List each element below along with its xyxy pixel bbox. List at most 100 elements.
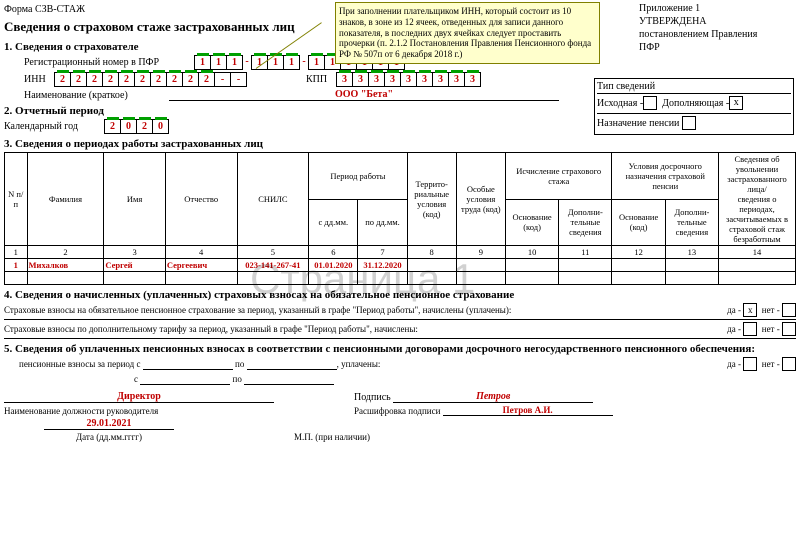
- digit-cell: 1: [283, 55, 300, 70]
- checkbox-da3[interactable]: [743, 357, 757, 371]
- checkbox-ish[interactable]: [643, 96, 657, 110]
- colnum: 8: [407, 246, 456, 259]
- checkbox-naz[interactable]: [682, 116, 696, 130]
- colnum: 2: [27, 246, 104, 259]
- typebox-dop: Дополняющая -: [662, 98, 729, 109]
- digit-cell: 3: [368, 72, 385, 87]
- cell-im: Сергей: [104, 259, 165, 272]
- field-to1[interactable]: [247, 358, 337, 370]
- digit-cell: 1: [210, 55, 227, 70]
- section3-heading: 3. Сведения о периодах работы застрахова…: [4, 138, 796, 150]
- th-isch: Исчисление страхового стажа: [505, 153, 612, 200]
- position-value: Директор: [4, 391, 274, 403]
- callout-note: При заполнении плательщиком ИНН, который…: [335, 2, 600, 64]
- colnum: 14: [719, 246, 796, 259]
- s4-line1: Страховые взносы на обязательное пенсион…: [4, 305, 727, 315]
- digit-cell: 2: [104, 119, 121, 134]
- year-cells: 2020: [104, 119, 168, 134]
- name-label: Наименование (краткое): [24, 90, 169, 101]
- colnum: 7: [358, 246, 407, 259]
- colnum: 13: [665, 246, 718, 259]
- label-da2: да -: [727, 324, 741, 334]
- label-net3: нет -: [762, 359, 780, 369]
- checkbox-net1[interactable]: [782, 303, 796, 317]
- colnum: 1: [5, 246, 28, 259]
- date-value: 29.01.2021: [44, 418, 174, 430]
- th-terr: Террито-риальные условия (код): [407, 153, 456, 246]
- digit-cell: 3: [400, 72, 417, 87]
- position-label: Наименование должности руководителя: [4, 406, 274, 416]
- cell-snils: 023-141-267-41: [237, 259, 309, 272]
- digit-cell: 1: [194, 55, 211, 70]
- attachment-by: постановлением Правления: [639, 28, 794, 41]
- digit-cell: 3: [352, 72, 369, 87]
- table-row: [5, 272, 796, 285]
- field-from2[interactable]: [140, 373, 230, 385]
- th-dop2: Дополни-тельные сведения: [665, 199, 718, 246]
- th-osn2: Основание (код): [612, 199, 665, 246]
- digit-cell: 2: [134, 72, 151, 87]
- digit-cell: 2: [166, 72, 183, 87]
- digit-cell: 2: [86, 72, 103, 87]
- field-from1[interactable]: [143, 358, 233, 370]
- org-name: ООО "Бета": [169, 89, 559, 101]
- th-fam: Фамилия: [27, 153, 104, 246]
- th-uv: Сведения об увольнении застрахованного л…: [719, 153, 796, 246]
- calyear-label: Календарный год: [4, 121, 104, 132]
- digit-cell: 3: [384, 72, 401, 87]
- sign-value: Петров: [393, 391, 593, 403]
- inn-label: ИНН: [24, 74, 54, 85]
- type-box: Тип сведений Исходная - Дополняющая - х …: [594, 78, 794, 135]
- kpp-cells: 333333333: [336, 72, 480, 87]
- colnum: 10: [505, 246, 558, 259]
- kpp-label: КПП: [306, 74, 336, 85]
- attachment-org: ПФР: [639, 41, 794, 54]
- digit-cell: 2: [118, 72, 135, 87]
- th-n: N п/п: [5, 153, 28, 246]
- th-from: с дд.мм.: [309, 199, 358, 246]
- th-to: по дд.мм.: [358, 199, 407, 246]
- cell-to: 31.12.2020: [358, 259, 407, 272]
- typebox-ish: Исходная -: [597, 98, 643, 109]
- th-osn1: Основание (код): [505, 199, 558, 246]
- sign-label: Подпись: [354, 392, 391, 403]
- decode-label: Расшифровка подписи: [354, 406, 440, 416]
- th-ot: Отчество: [165, 153, 237, 246]
- label-net2: нет -: [762, 324, 780, 334]
- digit-cell: 1: [226, 55, 243, 70]
- th-period: Период работы: [309, 153, 407, 200]
- checkbox-dop[interactable]: х: [729, 96, 743, 110]
- checkbox-da2[interactable]: [743, 322, 757, 336]
- th-snils: СНИЛС: [237, 153, 309, 246]
- digit-cell: 3: [336, 72, 353, 87]
- inn-cells: 2222222222--: [54, 72, 246, 87]
- digit-cell: 3: [464, 72, 481, 87]
- s5-d: с: [134, 374, 138, 384]
- digit-cell: 3: [432, 72, 449, 87]
- field-to2[interactable]: [244, 373, 334, 385]
- checkbox-da1[interactable]: х: [743, 303, 757, 317]
- label-net: нет -: [762, 305, 780, 315]
- mp-label: М.П. (при наличии): [294, 432, 370, 442]
- cell-ot: Сергеевич: [165, 259, 237, 272]
- date-label: Дата (дд.мм.гггг): [44, 432, 174, 442]
- label-da3: да -: [727, 359, 741, 369]
- digit-cell: 2: [182, 72, 199, 87]
- main-table: N п/п Фамилия Имя Отчество СНИЛС Период …: [4, 152, 796, 285]
- digit-cell: 2: [102, 72, 119, 87]
- s5-b: по: [235, 359, 244, 369]
- checkbox-net3[interactable]: [782, 357, 796, 371]
- colnum: 5: [237, 246, 309, 259]
- digit-cell: 2: [54, 72, 71, 87]
- colnum: 12: [612, 246, 665, 259]
- digit-cell: 2: [150, 72, 167, 87]
- cell-n: 1: [5, 259, 28, 272]
- colnum: 3: [104, 246, 165, 259]
- digit-cell: 2: [198, 72, 215, 87]
- digit-cell: 0: [152, 119, 169, 134]
- digit-cell: -: [214, 72, 231, 87]
- th-osob: Особые условия труда (код): [456, 153, 505, 246]
- checkbox-net2[interactable]: [782, 322, 796, 336]
- colnum: 4: [165, 246, 237, 259]
- digit-cell: 2: [136, 119, 153, 134]
